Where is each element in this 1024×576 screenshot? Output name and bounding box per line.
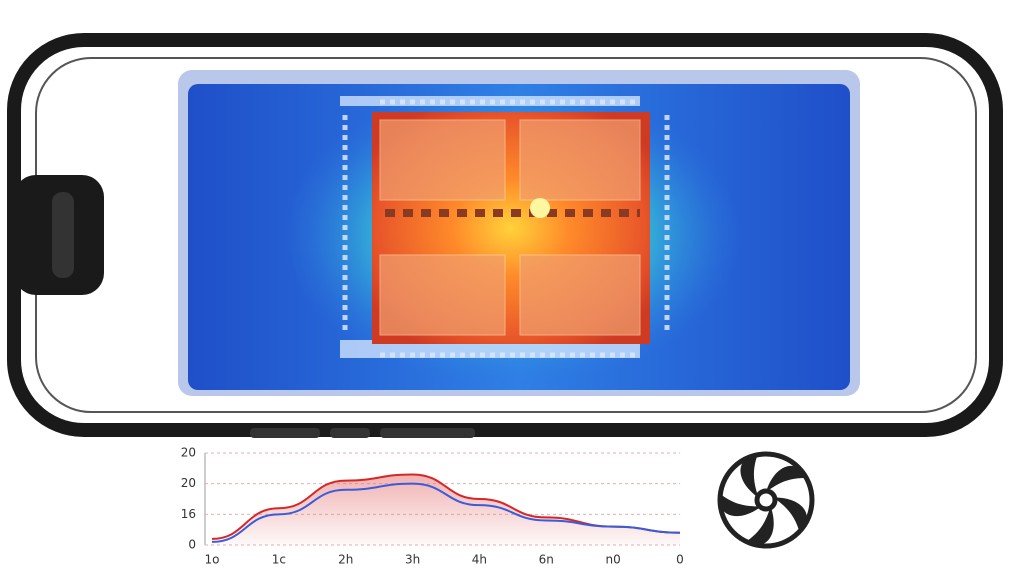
area xyxy=(212,474,680,545)
x-tick-label: 0 xyxy=(676,553,684,567)
y-tick-label: 0 xyxy=(188,538,196,552)
mini-chart: 0 16 20 20 1o 1c 2h 3h 4h 6n n0 0 xyxy=(181,446,684,567)
heatmap xyxy=(178,70,860,396)
line xyxy=(211,482,681,543)
y-tick-label: 20 xyxy=(181,446,196,460)
y-tick-label: 16 xyxy=(181,507,196,521)
x-tick-label: 6n xyxy=(539,553,554,567)
x-tick-label: n0 xyxy=(606,553,621,567)
button[interactable] xyxy=(380,428,475,438)
button[interactable] xyxy=(250,428,320,438)
button[interactable] xyxy=(330,428,370,438)
x-tick-label: 1o xyxy=(205,553,220,567)
x-tick-label: 3h xyxy=(405,553,420,567)
notch-slot xyxy=(52,192,74,278)
y-tick-label: 20 xyxy=(181,476,196,490)
x-tick-label: 4h xyxy=(472,553,487,567)
fan-icon[interactable] xyxy=(715,451,815,550)
x-tick-label: 2h xyxy=(338,553,353,567)
x-tick-label: 1c xyxy=(272,553,286,567)
